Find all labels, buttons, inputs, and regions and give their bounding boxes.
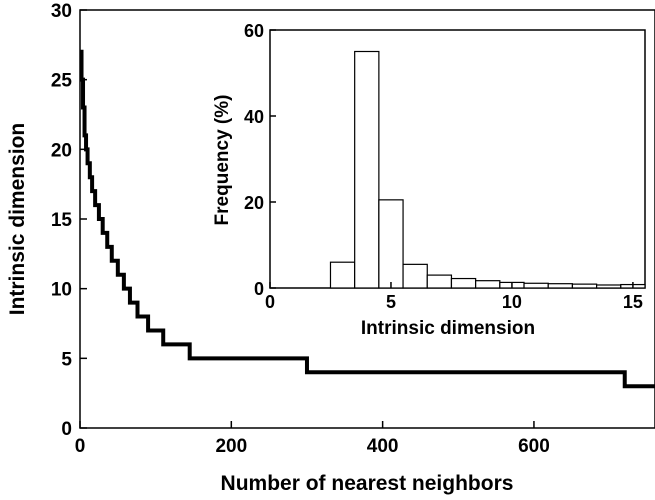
inset-histogram-bar bbox=[450, 277, 477, 289]
main-y-tick-label: 0 bbox=[61, 419, 72, 440]
inset-histogram-bar bbox=[402, 263, 428, 289]
inset-histogram-bar bbox=[571, 283, 598, 289]
inset-histogram-bar bbox=[426, 274, 453, 289]
inset-y-tick-label: 0 bbox=[254, 279, 264, 299]
inset-plot-frame bbox=[269, 29, 646, 289]
inset-x-tick-label: 0 bbox=[265, 292, 275, 312]
main-x-tick-label: 0 bbox=[75, 436, 86, 457]
inset-y-tick-label: 60 bbox=[244, 21, 264, 41]
inset-x-tick-label: 5 bbox=[386, 292, 396, 312]
inset-y-tick-label: 40 bbox=[244, 107, 264, 127]
main-y-tick-label: 20 bbox=[51, 140, 72, 161]
main-x-tick-label: 600 bbox=[518, 436, 550, 457]
main-x-tick-label: 200 bbox=[215, 436, 247, 457]
main-y-tick-label: 25 bbox=[51, 71, 73, 92]
inset-histogram-bar bbox=[523, 282, 549, 289]
main-x-ticks: 0 200 400 600 bbox=[75, 421, 550, 457]
inset-histogram-bar bbox=[547, 283, 574, 289]
main-y-tick-label: 5 bbox=[61, 349, 72, 370]
inset-x-tick-label: 15 bbox=[623, 292, 643, 312]
inset-x-axis-label: Intrinsic dimension bbox=[361, 318, 535, 339]
main-x-axis-label: Number of nearest neighbors bbox=[221, 472, 514, 495]
main-y-tick-label: 30 bbox=[51, 1, 72, 22]
inset-histogram-bar bbox=[354, 50, 380, 289]
inset-histogram-bar bbox=[378, 199, 404, 289]
inset-histogram-bar bbox=[596, 284, 622, 289]
inset-histogram-bar bbox=[329, 261, 356, 289]
main-y-tick-label: 10 bbox=[51, 280, 72, 301]
inset-histogram-bar bbox=[475, 280, 501, 289]
inset-x-tick-label: 10 bbox=[502, 292, 522, 312]
inset-y-ticks: 0 20 40 60 bbox=[244, 21, 276, 299]
inset-y-axis-label: Frequency (%) bbox=[212, 95, 233, 226]
main-y-ticks: 0 5 10 15 20 25 30 bbox=[51, 1, 87, 440]
inset-plot: 0 5 10 15 0 20 40 60 Intrinsic dimension Frequ… bbox=[212, 21, 646, 339]
main-y-tick-label: 15 bbox=[51, 210, 73, 231]
main-y-axis-label: Intrinsic dimension bbox=[6, 123, 29, 316]
main-x-tick-label: 400 bbox=[367, 436, 399, 457]
inset-bars bbox=[329, 50, 646, 289]
inset-x-ticks: 0 5 10 15 bbox=[265, 282, 643, 312]
main-series-line bbox=[79, 49, 655, 389]
inset-y-tick-label: 20 bbox=[244, 193, 264, 213]
